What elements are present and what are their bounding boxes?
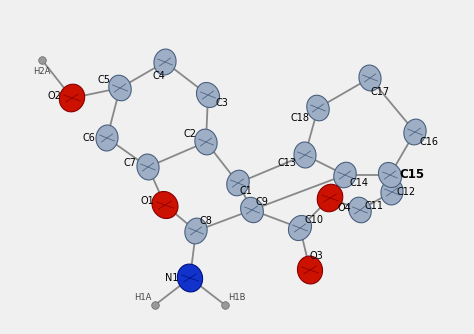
Text: H2A: H2A — [33, 67, 51, 76]
Text: C5: C5 — [98, 75, 110, 85]
Ellipse shape — [154, 49, 176, 75]
Text: C9: C9 — [255, 197, 268, 207]
Text: O1: O1 — [140, 196, 154, 206]
Text: O3: O3 — [309, 251, 323, 261]
Text: C18: C18 — [291, 113, 310, 123]
Text: C17: C17 — [371, 87, 390, 97]
Ellipse shape — [289, 215, 311, 240]
Text: C15: C15 — [400, 168, 425, 181]
Text: C6: C6 — [82, 133, 95, 143]
Text: C10: C10 — [304, 215, 323, 225]
Ellipse shape — [96, 125, 118, 151]
Ellipse shape — [177, 264, 202, 292]
Ellipse shape — [227, 170, 249, 196]
Text: C4: C4 — [153, 71, 165, 81]
Ellipse shape — [381, 179, 403, 205]
Text: C13: C13 — [277, 158, 297, 168]
Text: C11: C11 — [365, 201, 383, 211]
Ellipse shape — [109, 75, 131, 101]
Text: C16: C16 — [419, 137, 438, 147]
Ellipse shape — [294, 142, 316, 168]
Ellipse shape — [196, 82, 219, 108]
Ellipse shape — [359, 65, 381, 91]
Point — [151, 302, 159, 308]
Ellipse shape — [334, 162, 356, 188]
Text: C12: C12 — [396, 187, 416, 197]
Ellipse shape — [241, 197, 264, 223]
Ellipse shape — [378, 162, 401, 187]
Ellipse shape — [185, 218, 207, 244]
Ellipse shape — [349, 197, 371, 223]
Text: C1: C1 — [239, 186, 253, 196]
Text: O4: O4 — [337, 203, 351, 213]
Point — [38, 57, 46, 63]
Text: H1B: H1B — [228, 293, 246, 302]
Ellipse shape — [307, 95, 329, 121]
Ellipse shape — [298, 256, 322, 284]
Text: H1A: H1A — [134, 293, 152, 302]
Text: C8: C8 — [200, 216, 212, 226]
Text: O2: O2 — [47, 91, 61, 101]
Text: C14: C14 — [349, 178, 368, 188]
Text: N1: N1 — [165, 273, 179, 283]
Ellipse shape — [317, 184, 343, 212]
Ellipse shape — [404, 119, 426, 145]
Ellipse shape — [152, 191, 178, 218]
Point — [221, 302, 229, 308]
Text: C2: C2 — [183, 129, 197, 139]
Ellipse shape — [59, 84, 85, 112]
Text: C3: C3 — [216, 98, 228, 108]
Ellipse shape — [195, 129, 217, 155]
Ellipse shape — [137, 154, 159, 180]
Text: C7: C7 — [124, 158, 137, 168]
